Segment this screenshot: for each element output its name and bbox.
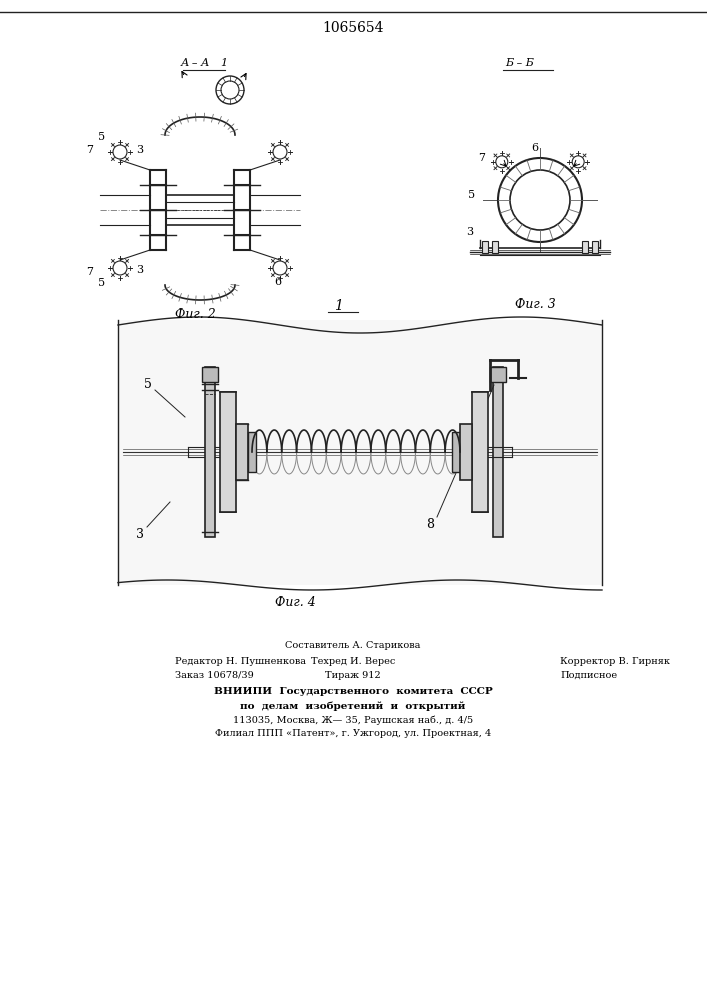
Text: Заказ 10678/39: Заказ 10678/39 bbox=[175, 670, 254, 680]
Bar bbox=[236, 424, 248, 480]
Bar bbox=[460, 424, 472, 480]
Bar bbox=[490, 367, 506, 382]
Circle shape bbox=[113, 261, 127, 275]
Text: 6: 6 bbox=[274, 277, 281, 287]
Bar bbox=[202, 367, 218, 382]
Text: 8: 8 bbox=[426, 518, 434, 530]
Polygon shape bbox=[118, 320, 602, 585]
Text: Подписное: Подписное bbox=[560, 670, 617, 680]
Text: ВНИИПИ  Государственного  комитета  СССР: ВНИИПИ Государственного комитета СССР bbox=[214, 688, 492, 696]
Text: 5: 5 bbox=[144, 377, 152, 390]
Text: 7: 7 bbox=[479, 153, 486, 163]
Text: Корректор В. Гирняк: Корректор В. Гирняк bbox=[560, 656, 670, 666]
Text: Тираж 912: Тираж 912 bbox=[325, 670, 381, 680]
Text: по  делам  изобретений  и  открытий: по делам изобретений и открытий bbox=[240, 701, 466, 711]
Text: 1: 1 bbox=[221, 58, 228, 68]
Text: 3: 3 bbox=[136, 145, 144, 155]
Text: 7: 7 bbox=[86, 145, 93, 155]
Text: 1065654: 1065654 bbox=[322, 21, 384, 35]
Text: Филиал ППП «Патент», г. Ужгород, ул. Проектная, 4: Филиал ППП «Патент», г. Ужгород, ул. Про… bbox=[215, 730, 491, 738]
Text: 6: 6 bbox=[532, 143, 539, 153]
Text: 3: 3 bbox=[136, 528, 144, 540]
Text: 5: 5 bbox=[98, 132, 105, 142]
Bar bbox=[248, 432, 256, 472]
Text: Составитель А. Старикова: Составитель А. Старикова bbox=[286, 641, 421, 650]
Bar bbox=[220, 392, 236, 512]
Text: Фиг. 2: Фиг. 2 bbox=[175, 308, 216, 322]
Text: 1: 1 bbox=[334, 299, 342, 313]
Circle shape bbox=[498, 158, 582, 242]
Text: Техред И. Верес: Техред И. Верес bbox=[311, 656, 395, 666]
Bar bbox=[592, 241, 598, 253]
Bar bbox=[472, 392, 488, 512]
Circle shape bbox=[510, 170, 570, 230]
Bar bbox=[452, 432, 460, 472]
Text: 3: 3 bbox=[467, 227, 474, 237]
Text: Фиг. 3: Фиг. 3 bbox=[515, 298, 556, 312]
Text: 5: 5 bbox=[469, 190, 476, 200]
Bar bbox=[493, 367, 503, 537]
Text: А – А: А – А bbox=[180, 58, 210, 68]
Bar bbox=[205, 367, 215, 537]
Text: 3: 3 bbox=[136, 265, 144, 275]
Text: Редактор Н. Пушненкова: Редактор Н. Пушненкова bbox=[175, 656, 306, 666]
Circle shape bbox=[273, 145, 287, 159]
Bar bbox=[492, 241, 498, 253]
Circle shape bbox=[216, 76, 244, 104]
Bar bbox=[482, 241, 488, 253]
Text: 113035, Москва, Ж— 35, Раушская наб., д. 4/5: 113035, Москва, Ж— 35, Раушская наб., д.… bbox=[233, 715, 473, 725]
Circle shape bbox=[113, 145, 127, 159]
Text: Б – Б: Б – Б bbox=[506, 58, 534, 68]
Text: Фиг. 4: Фиг. 4 bbox=[274, 595, 315, 608]
Text: 7: 7 bbox=[86, 267, 93, 277]
Circle shape bbox=[273, 261, 287, 275]
Circle shape bbox=[572, 156, 584, 168]
Circle shape bbox=[496, 156, 508, 168]
Bar bbox=[582, 241, 588, 253]
Text: 5: 5 bbox=[98, 278, 105, 288]
